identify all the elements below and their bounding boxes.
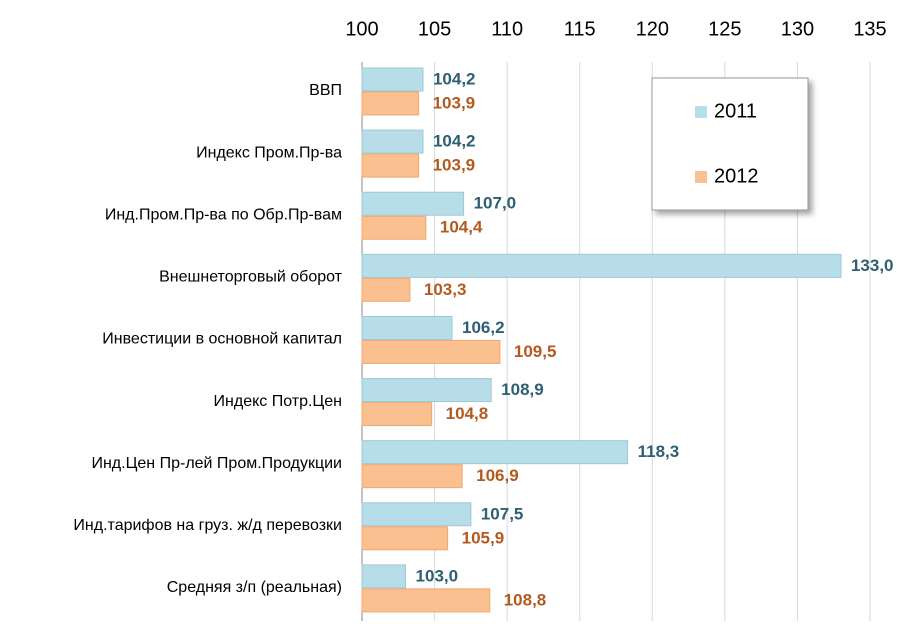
value-label: 118,3 — [638, 442, 680, 461]
bar — [361, 253, 842, 278]
category-label: Внешнеторговый оборот — [159, 269, 343, 286]
bar — [361, 564, 407, 589]
bar — [361, 402, 433, 427]
value-label: 103,9 — [433, 93, 476, 112]
bar — [361, 526, 449, 551]
bar — [361, 588, 491, 613]
value-label: 103,9 — [433, 156, 476, 175]
value-label: 104,2 — [433, 132, 476, 151]
value-label: 108,9 — [501, 380, 544, 399]
value-label: 106,2 — [462, 318, 505, 337]
category-label: Инд.тарифов на груз. ж/д перевозки — [73, 517, 342, 534]
category-label: ВВП — [309, 82, 342, 99]
legend-box — [651, 77, 809, 211]
bar — [361, 91, 420, 116]
bar — [361, 191, 465, 216]
bar — [361, 502, 472, 527]
legend-swatch — [695, 106, 707, 118]
value-label: 108,8 — [504, 590, 547, 609]
bar — [361, 315, 453, 340]
legend: 2011 2012 — [651, 77, 809, 211]
value-label: 107,0 — [474, 194, 517, 213]
x-tick-label: 120 — [636, 18, 669, 40]
value-label: 103,3 — [424, 280, 467, 299]
legend-label: 2012 — [714, 165, 759, 187]
x-tick-label: 100 — [345, 18, 378, 40]
value-label: 104,2 — [433, 69, 476, 88]
category-label: Индекс Пром.Пр-ва — [196, 144, 342, 161]
x-tick-label: 135 — [853, 18, 886, 40]
category-label: Средняя з/п (реальная) — [167, 579, 342, 596]
bar — [361, 215, 427, 240]
x-tick-label: 130 — [781, 18, 814, 40]
bar — [361, 153, 420, 178]
x-tick-label: 115 — [564, 18, 596, 40]
x-tick-label: 125 — [708, 18, 741, 40]
value-label: 105,9 — [462, 528, 505, 547]
value-label: 107,5 — [481, 504, 524, 523]
bar — [361, 129, 424, 154]
legend-label: 2011 — [714, 100, 757, 122]
category-label: Индекс Потр.Цен — [214, 393, 342, 410]
category-label: Инд.Пром.Пр-ва по Обр.Пр-вам — [105, 206, 342, 223]
x-tick-label: 110 — [491, 18, 523, 40]
bar — [361, 440, 629, 465]
value-label: 109,5 — [514, 342, 557, 361]
category-label: Инд.Цен Пр-лей Пром.Продукции — [91, 455, 342, 472]
bar — [361, 277, 411, 302]
value-label: 106,9 — [476, 466, 519, 485]
value-label: 103,0 — [416, 566, 459, 585]
bar — [361, 67, 424, 92]
value-label: 104,8 — [446, 404, 489, 423]
value-label: 104,4 — [440, 218, 483, 237]
bar — [361, 339, 501, 364]
value-label: 133,0 — [851, 256, 894, 275]
legend-swatch — [695, 171, 707, 183]
bar — [361, 464, 463, 489]
x-tick-label: 105 — [418, 18, 451, 40]
category-label: Инвестиции в основной капитал — [102, 331, 342, 348]
bar — [361, 378, 492, 403]
